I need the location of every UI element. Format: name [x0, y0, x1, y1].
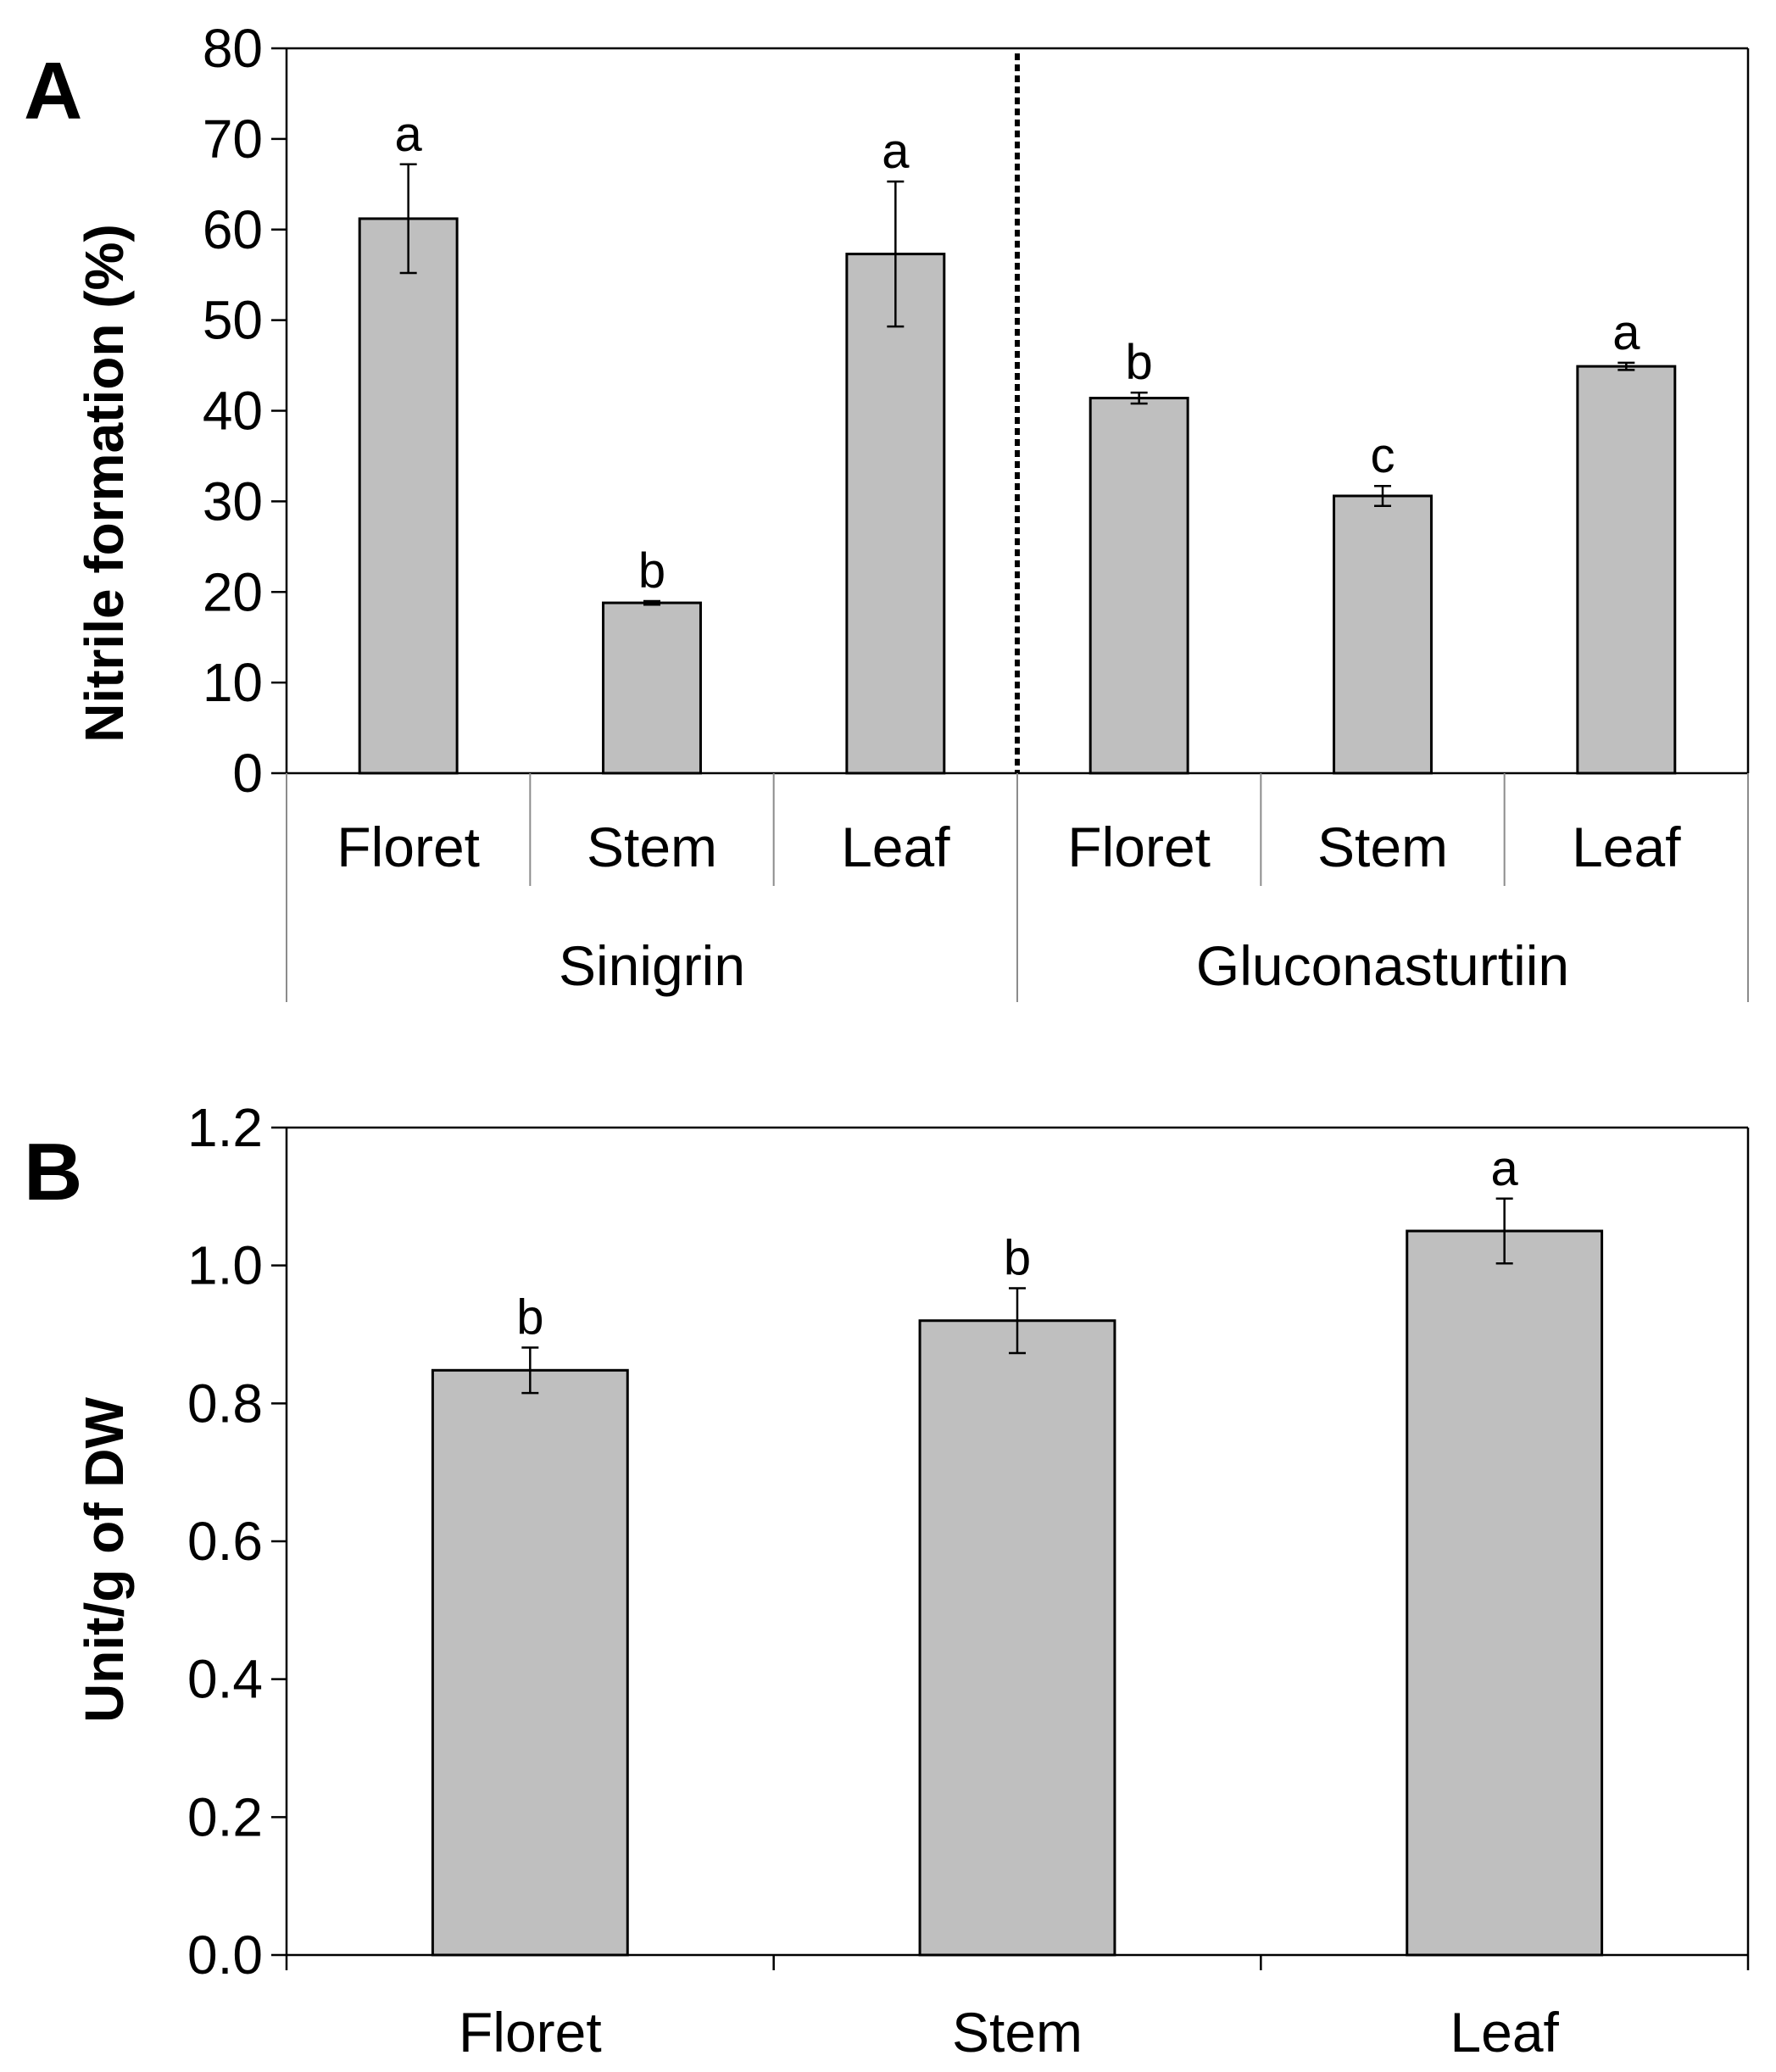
significance-letter: c [1371, 428, 1395, 483]
bar-floret [431, 1368, 629, 1957]
significance-letter: a [1612, 305, 1640, 360]
panel-a-ytick-label: 80 [203, 18, 263, 79]
category-label: Floret [459, 2001, 602, 2064]
panel-a-ytick-label: 40 [203, 381, 263, 442]
category-label: Stem [587, 816, 717, 878]
panel-b-ytick-label: 0.0 [187, 1924, 263, 1986]
panel-a-ytick-label: 60 [203, 199, 263, 260]
panel-a-ytick-label: 0 [232, 743, 263, 804]
category-label: Leaf [841, 816, 950, 878]
group-label: Sinigrin [559, 934, 745, 997]
panel-a-letter: A [24, 46, 82, 136]
category-label: Floret [337, 816, 480, 878]
significance-letter: b [638, 543, 665, 599]
category-label: Stem [1317, 816, 1448, 878]
panel-b-ytick-label: 1.2 [187, 1097, 263, 1158]
bar-gluconasturtiin-leaf [1576, 365, 1677, 775]
bar-stem [918, 1319, 1116, 1957]
panel-a-ytick-label: 70 [203, 109, 263, 170]
panel-a-ytick-label: 50 [203, 290, 263, 351]
panel-a-yticks: 0 10 20 30 40 50 60 70 80 [203, 18, 287, 804]
significance-letter: b [516, 1289, 543, 1345]
panel-b-ytick-label: 0.4 [187, 1649, 263, 1710]
bar-leaf [1406, 1229, 1604, 1957]
panel-a-ytick-label: 30 [203, 471, 263, 532]
significance-letter: a [882, 124, 910, 179]
significance-letter: b [1004, 1231, 1031, 1286]
panel-a-bars: a b a b c a [285, 47, 1750, 775]
significance-letter: a [395, 107, 423, 162]
panel-b-letter: B [24, 1127, 82, 1217]
bar-sinigrin-floret [358, 217, 459, 775]
bar-sinigrin-leaf [845, 253, 946, 775]
panel-b-categories: Floret Stem Leaf [285, 1955, 1750, 2064]
bar-gluconasturtiin-stem [1333, 494, 1433, 775]
panel-a-categories: Floret Stem Leaf Floret Stem Leaf Sinigrin Gluc… [286, 773, 1749, 1002]
panel-b-yticks: 0.0 0.2 0.4 0.6 0.8 1.0 1.2 [187, 1097, 287, 1986]
panel-b-ylabel: Unit/g of DW [74, 1396, 135, 1722]
panel-b-ytick-label: 1.0 [187, 1235, 263, 1296]
category-label: Stem [952, 2001, 1083, 2064]
panel-b-bars: b b a [285, 1126, 1750, 1957]
panel-a-ytick-label: 10 [203, 652, 263, 713]
bar-gluconasturtiin-floret [1088, 397, 1189, 775]
panel-b: B Unit/g of DW 0.0 0.2 0.4 0.6 0.8 1.0 1.2 b b a… [24, 1097, 1750, 2064]
panel-a-ylabel: Nitrile formation (%) [74, 224, 135, 743]
panel-b-ytick-label: 0.8 [187, 1373, 263, 1434]
significance-letter: b [1126, 335, 1153, 390]
significance-letter: a [1491, 1141, 1519, 1196]
bar-sinigrin-stem [602, 601, 702, 775]
panel-b-ytick-label: 0.2 [187, 1786, 263, 1847]
category-label: Leaf [1450, 2001, 1559, 2064]
panel-a-ytick-label: 20 [203, 561, 263, 622]
panel-b-ytick-label: 0.6 [187, 1511, 263, 1572]
panel-a: A Nitrile formation (%) 0 10 20 30 40 50 60 70 8… [24, 18, 1750, 1002]
group-label: Gluconasturtiin [1196, 934, 1569, 997]
category-label: Leaf [1572, 816, 1681, 878]
category-label: Floret [1067, 816, 1211, 878]
